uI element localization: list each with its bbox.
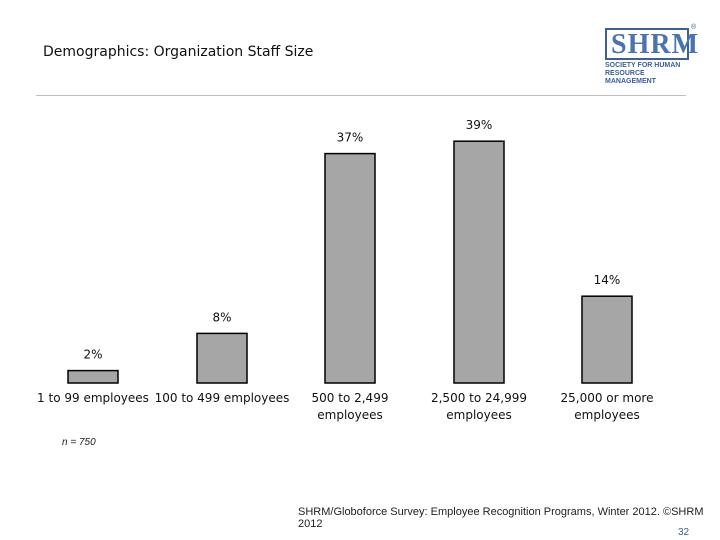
bar-3: [453, 140, 505, 384]
bar-0: [67, 369, 119, 384]
sample-size-note: n = 750: [62, 437, 96, 448]
source-citation: SHRM/Globoforce Survey: Employee Recogni…: [298, 506, 704, 530]
category-label-2-0: 500 to 2,499: [312, 391, 389, 405]
bar-2: [324, 152, 376, 384]
logo-registered-mark: ®: [691, 24, 697, 31]
logo-subtitle: SOCIETY FOR HUMAN RESOURCE MANAGEMENT: [605, 62, 681, 85]
page-number: 32: [678, 527, 690, 538]
value-label-0: 2%: [83, 348, 102, 362]
category-label-4-1: employees: [574, 408, 639, 422]
category-label-1-0: 100 to 499 employees: [155, 391, 290, 405]
value-label-4: 14%: [594, 273, 621, 287]
logo-box: SHRM: [605, 28, 698, 60]
category-label-3-0: 2,500 to 24,999: [431, 391, 527, 405]
category-label-0-0: 1 to 99 employees: [37, 391, 149, 405]
category-label-4-0: 25,000 or more: [561, 391, 654, 405]
labels-group: 2% 1 to 99 employees 8% 100 to 499 employee…: [37, 118, 653, 422]
bar-1: [196, 332, 248, 384]
value-label-1: 8%: [212, 310, 231, 324]
shrm-logo: SHRM ® SOCIETY FOR HUMAN RESOURCE MANAGE…: [605, 24, 698, 90]
category-label-2-1: employees: [317, 408, 382, 422]
logo-wordmark: SHRM: [611, 29, 699, 60]
bar-4: [581, 295, 633, 384]
value-label-3: 39%: [466, 118, 493, 132]
chart-title: Demographics: Organization Staff Size: [43, 44, 314, 60]
category-label-3-1: employees: [446, 408, 511, 422]
bars-group: [67, 140, 633, 384]
title-divider: [36, 95, 686, 96]
value-label-2: 37%: [337, 131, 364, 145]
